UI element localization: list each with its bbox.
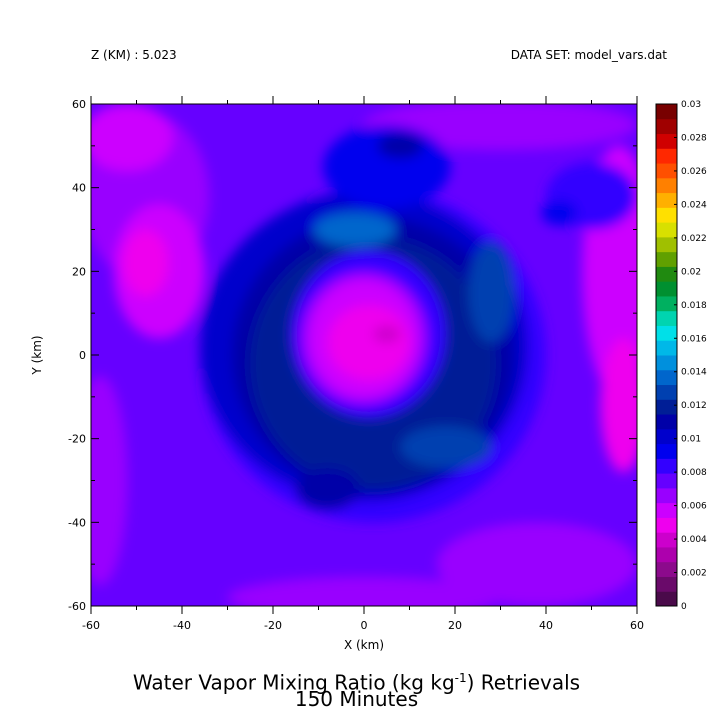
y-tick-label: -60 [68, 600, 86, 613]
colorbar-swatch [656, 458, 677, 474]
colorbar-swatch [656, 281, 677, 297]
colorbar-swatch [656, 340, 677, 356]
x-axis-label: X (km) [344, 638, 384, 652]
colorbar: 0 0.002 0.004 0.006 0.008 0.01 0.012 0.014 0.016… [655, 100, 707, 612]
x-tick-label: -40 [173, 619, 191, 632]
contour-region [91, 375, 128, 586]
colorbar-tick-label: 0.002 [681, 569, 707, 579]
contour-region [373, 325, 401, 343]
colorbar-swatch [656, 532, 677, 548]
colorbar-tick-label: 0.008 [681, 468, 707, 478]
x-tick-label: -60 [82, 619, 100, 632]
colorbar-tick-label: 0.024 [681, 200, 707, 210]
colorbar-swatch [656, 399, 677, 415]
colorbar-swatch [656, 222, 677, 238]
contour-region [541, 200, 578, 226]
colorbar-swatch [656, 546, 677, 563]
colorbar-swatch [656, 104, 677, 120]
y-tick-label: 0 [79, 349, 86, 362]
colorbar-tick-label: 0.03 [681, 100, 701, 110]
colorbar-swatch [656, 369, 677, 386]
colorbar-swatch [656, 177, 677, 194]
colorbar-tick-label: 0.022 [681, 234, 707, 244]
chart-title-suffix: ) Retrievals [466, 670, 581, 695]
y-tick-label: 60 [72, 98, 86, 111]
colorbar-swatch [656, 517, 677, 533]
colorbar-swatch [656, 576, 677, 592]
colorbar-frame [655, 103, 678, 607]
chart-title-prefix: Water Vapor Mixing Ratio (kg kg [132, 670, 455, 695]
contour-region [122, 229, 169, 297]
colorbar-swatch [656, 414, 677, 430]
colorbar-tick-label: 0.006 [681, 502, 707, 512]
colorbar-swatch [656, 473, 677, 489]
chart-title-exponent: -1 [454, 671, 467, 685]
colorbar-tick-label: 0.014 [681, 368, 707, 378]
contour-region [600, 338, 637, 473]
x-tick-label: 60 [630, 619, 644, 632]
colorbar-swatch [656, 443, 677, 459]
mixing-ratio-field [91, 104, 637, 606]
colorbar-swatch [656, 428, 677, 445]
colorbar-swatch [656, 325, 677, 341]
colorbar-tick-label: 0 [681, 602, 687, 612]
colorbar-tick-label: 0.016 [681, 334, 707, 344]
colorbar-swatch [656, 236, 677, 253]
colorbar-swatch [656, 295, 677, 312]
colorbar-swatch [656, 561, 677, 577]
contour-region [400, 426, 492, 468]
contour-region [91, 104, 173, 171]
colorbar-swatch [656, 251, 677, 267]
chart-title: Water Vapor Mixing Ratio (kg kg-1) Retri… [0, 668, 713, 693]
colorbar-swatch [656, 591, 677, 607]
y-tick-label: 20 [72, 265, 86, 278]
colorbar-tick-label: 0.02 [681, 267, 701, 277]
x-tick-label: 40 [539, 619, 553, 632]
colorbar-swatch [656, 192, 677, 208]
colorbar-swatch [656, 310, 677, 326]
dataset-label: DATA SET: model_vars.dat [510, 48, 667, 62]
x-tick-label: 20 [448, 619, 462, 632]
contour-region [313, 212, 396, 247]
x-tick-label: -20 [264, 619, 282, 632]
colorbar-tick-label: 0.01 [681, 435, 701, 445]
y-axis-label: Y (km) [30, 335, 44, 375]
x-tick-label: 0 [361, 619, 368, 632]
colorbar-swatch [656, 487, 677, 504]
colorbar-swatch [656, 118, 677, 135]
colorbar-swatch [656, 148, 677, 164]
colorbar-swatch [656, 355, 677, 371]
colorbar-swatch [656, 384, 677, 400]
colorbar-tick-label: 0.004 [681, 535, 707, 545]
y-tick-label: 40 [72, 182, 86, 195]
colorbar-swatch [656, 502, 677, 518]
colorbar-swatch [656, 266, 677, 282]
contour-region [377, 133, 424, 159]
y-tick-label: -20 [68, 433, 86, 446]
contour-region [468, 242, 515, 343]
contour-region [227, 576, 501, 606]
contour-region [295, 467, 360, 510]
chart-subtitle: 150 Minutes [294, 687, 419, 711]
colorbar-tick-label: 0.028 [681, 133, 707, 143]
colorbar-swatch [656, 207, 677, 223]
colorbar-tick-label: 0.026 [681, 167, 707, 177]
contour-region [436, 522, 637, 606]
colorbar-tick-label: 0.018 [681, 301, 707, 311]
colorbar-tick-label: 0.012 [681, 401, 707, 411]
colorbar-swatch [656, 133, 677, 149]
z-level-label: Z (KM) : 5.023 [91, 48, 177, 62]
colorbar-swatch [656, 163, 677, 179]
y-tick-label: -40 [68, 516, 86, 529]
